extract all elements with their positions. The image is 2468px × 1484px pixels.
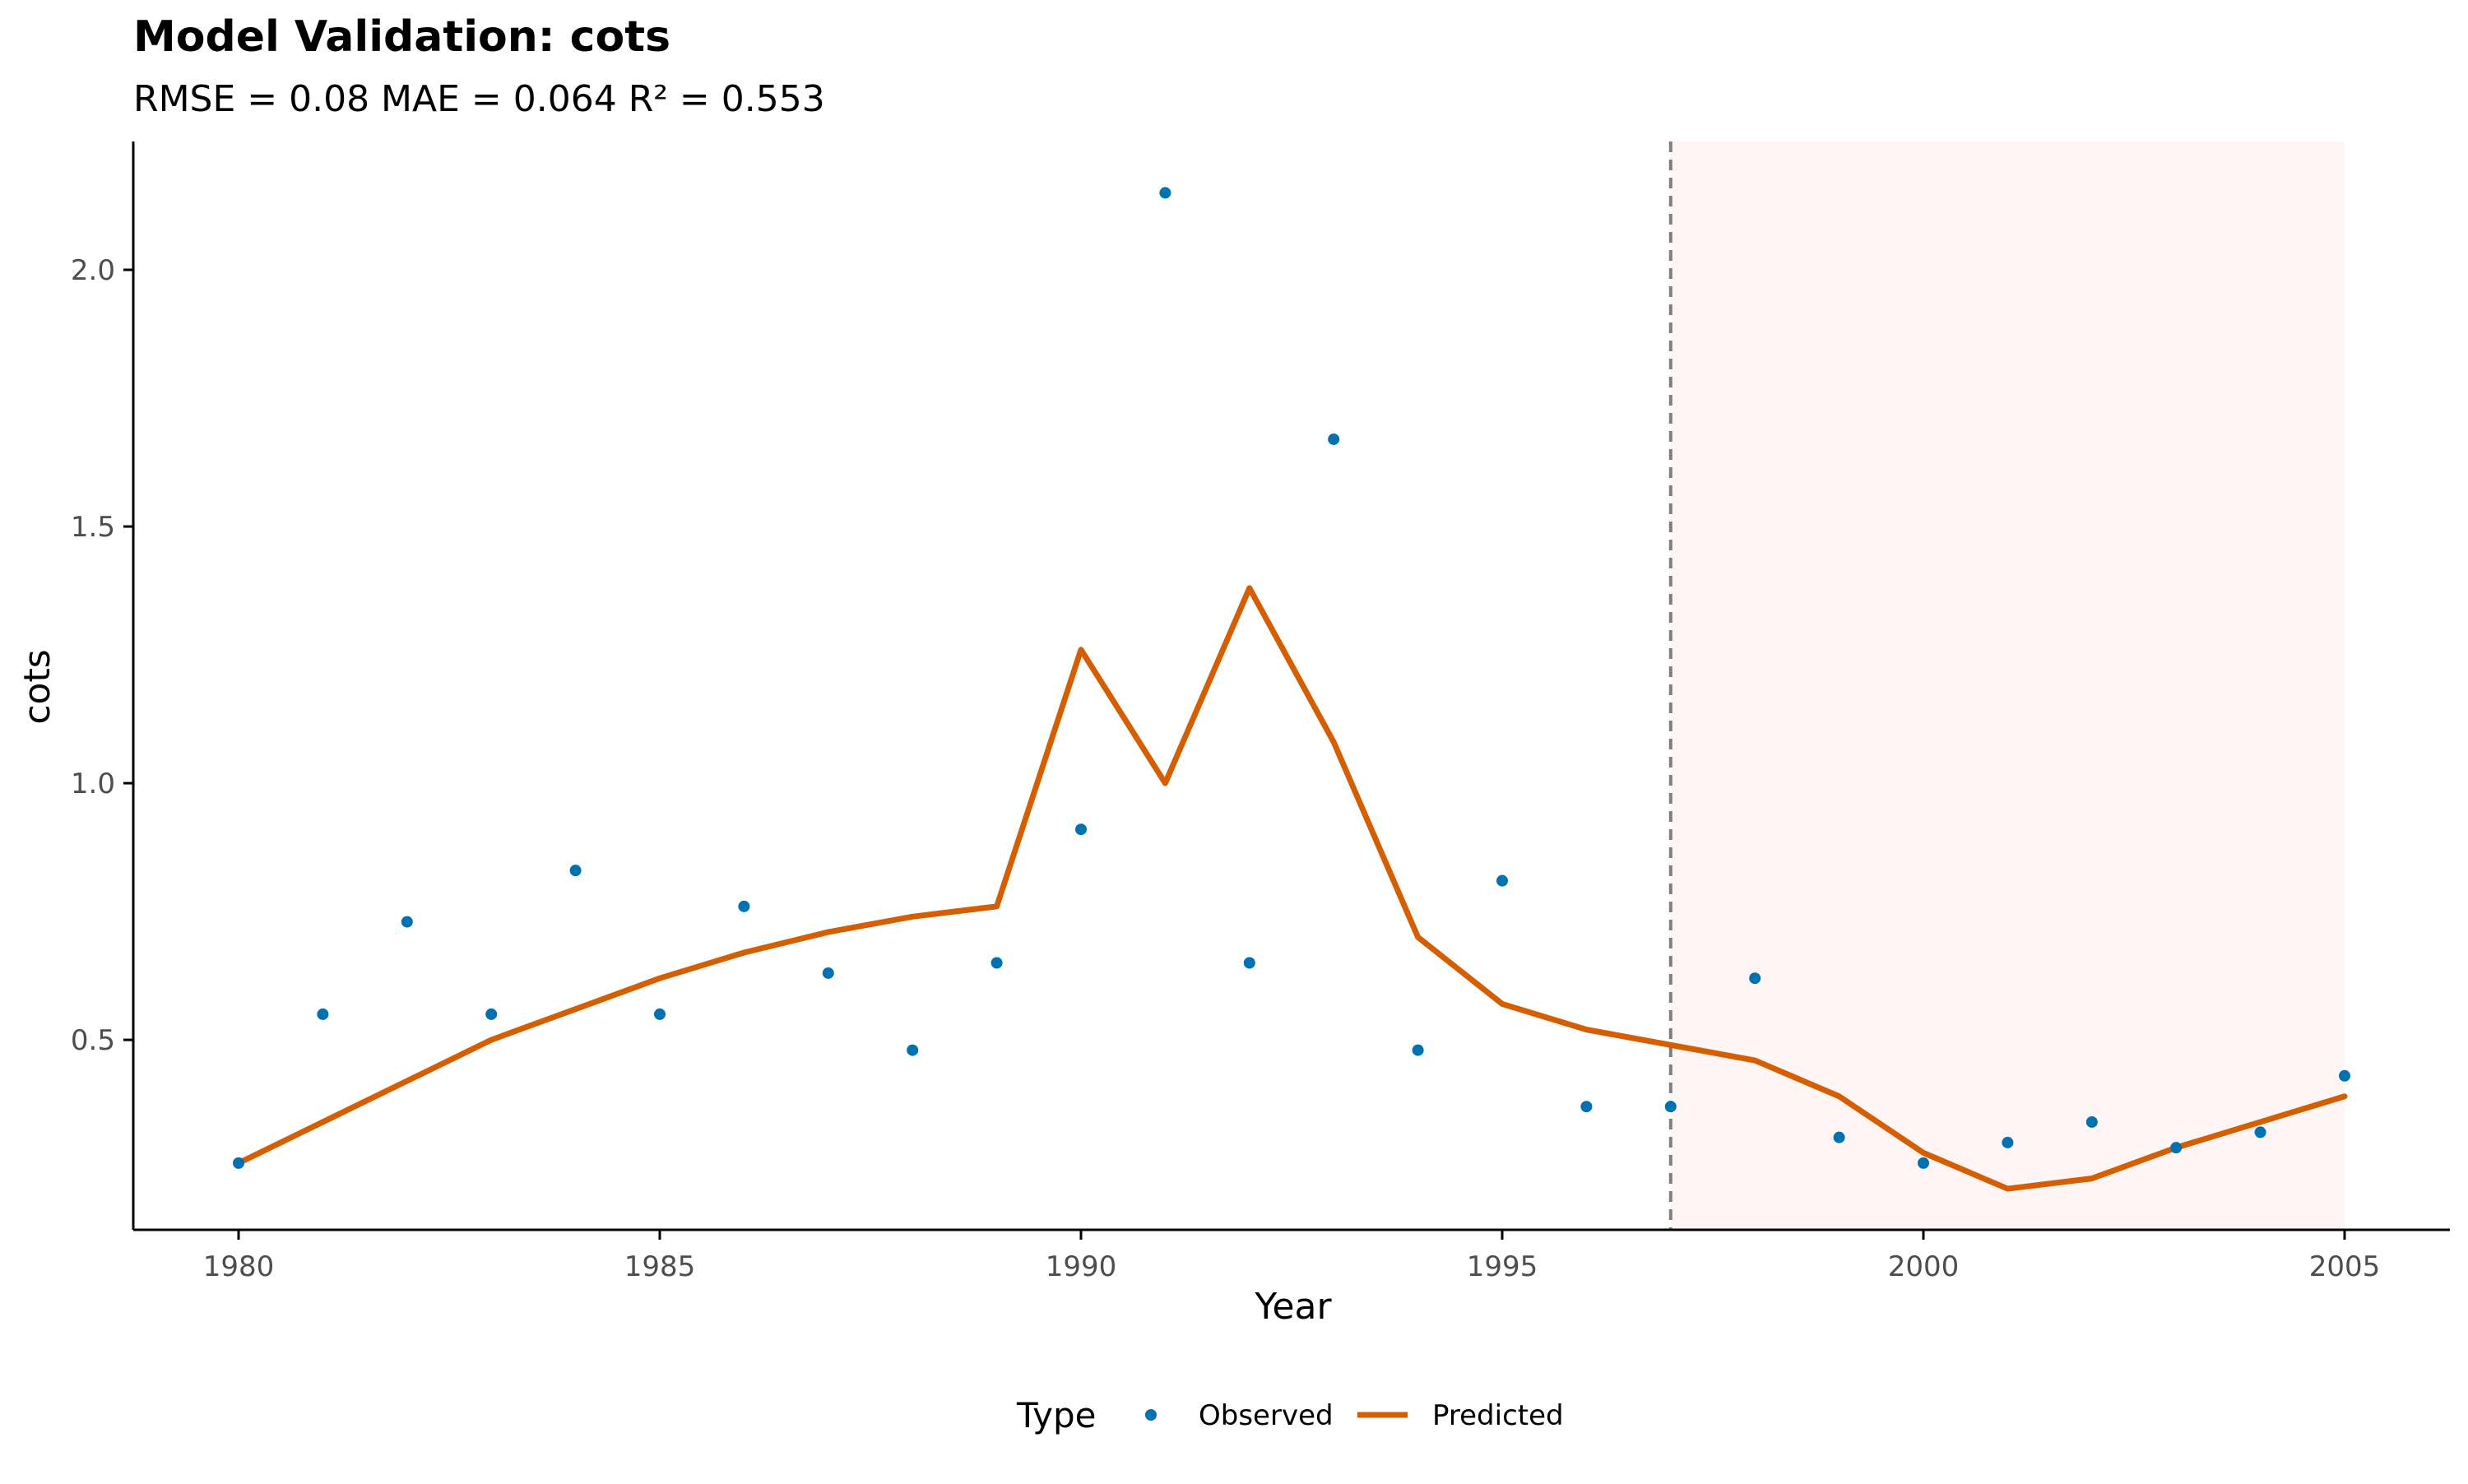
- observed-point-2005: [2339, 1069, 2350, 1082]
- legend-predicted-label: Predicted: [1432, 1399, 1564, 1432]
- observed-point-1999: [1833, 1131, 1845, 1143]
- chart-title: Model Validation: cots: [133, 12, 670, 62]
- x-axis-title: Year: [1254, 1286, 1332, 1328]
- x-tick-label-2005: 2005: [2309, 1250, 2381, 1283]
- predicted-series-line: [235, 585, 2348, 1192]
- observed-point-1992: [1243, 957, 1255, 969]
- observed-point-1985: [654, 1008, 666, 1020]
- chart-subtitle: RMSE = 0.08 MAE = 0.064 R² = 0.553: [133, 78, 825, 120]
- observed-point-1995: [1496, 874, 1508, 887]
- x-tick-label-1995: 1995: [1467, 1250, 1538, 1283]
- plot-area: 1980 1985 1990 1995 2000 2005 0.5 1.0 1.5 2.0: [71, 141, 2450, 1283]
- y-tick-label-2: 2.0: [71, 254, 115, 287]
- observed-point-1993: [1328, 433, 1340, 445]
- x-tick-label-2000: 2000: [1888, 1250, 1960, 1283]
- observed-point-2001: [2002, 1136, 2014, 1148]
- observed-point-1981: [317, 1008, 329, 1020]
- observed-point-2000: [1918, 1157, 1929, 1169]
- y-tick-label-0.5: 0.5: [71, 1024, 115, 1057]
- observed-point-1997: [1664, 1101, 1677, 1113]
- observed-point-1989: [990, 957, 1003, 969]
- observed-point-1986: [738, 900, 750, 912]
- observed-point-1991: [1159, 187, 1171, 199]
- observed-point-2003: [2170, 1142, 2183, 1154]
- observed-point-1998: [1749, 972, 1761, 985]
- y-tick-label-1.5: 1.5: [71, 511, 115, 544]
- x-tick-label-1980: 1980: [203, 1250, 275, 1283]
- observed-point-1980: [233, 1157, 244, 1169]
- observed-point-1983: [485, 1008, 498, 1020]
- y-axis-title: cots: [16, 649, 58, 724]
- legend-observed-label: Observed: [1199, 1399, 1334, 1432]
- x-tick-label-1990: 1990: [1046, 1250, 1117, 1283]
- observed-point-1982: [401, 916, 413, 928]
- observed-point-1987: [822, 967, 834, 979]
- observed-point-1996: [1580, 1101, 1593, 1113]
- legend-title: Type: [1016, 1395, 1096, 1435]
- observed-point-2004: [2254, 1126, 2266, 1139]
- y-tick-label-1: 1.0: [71, 768, 115, 800]
- x-tick-label-1985: 1985: [624, 1250, 696, 1283]
- observed-point-1984: [569, 865, 582, 877]
- observed-point-1990: [1075, 823, 1087, 836]
- validation-period-shading: [1670, 141, 2345, 1230]
- legend-observed-swatch: [1145, 1409, 1157, 1421]
- legend: Type Observed Predicted: [1016, 1395, 1564, 1435]
- observed-point-2002: [2085, 1115, 2098, 1128]
- observed-point-1988: [907, 1044, 919, 1056]
- observed-point-1994: [1412, 1044, 1424, 1056]
